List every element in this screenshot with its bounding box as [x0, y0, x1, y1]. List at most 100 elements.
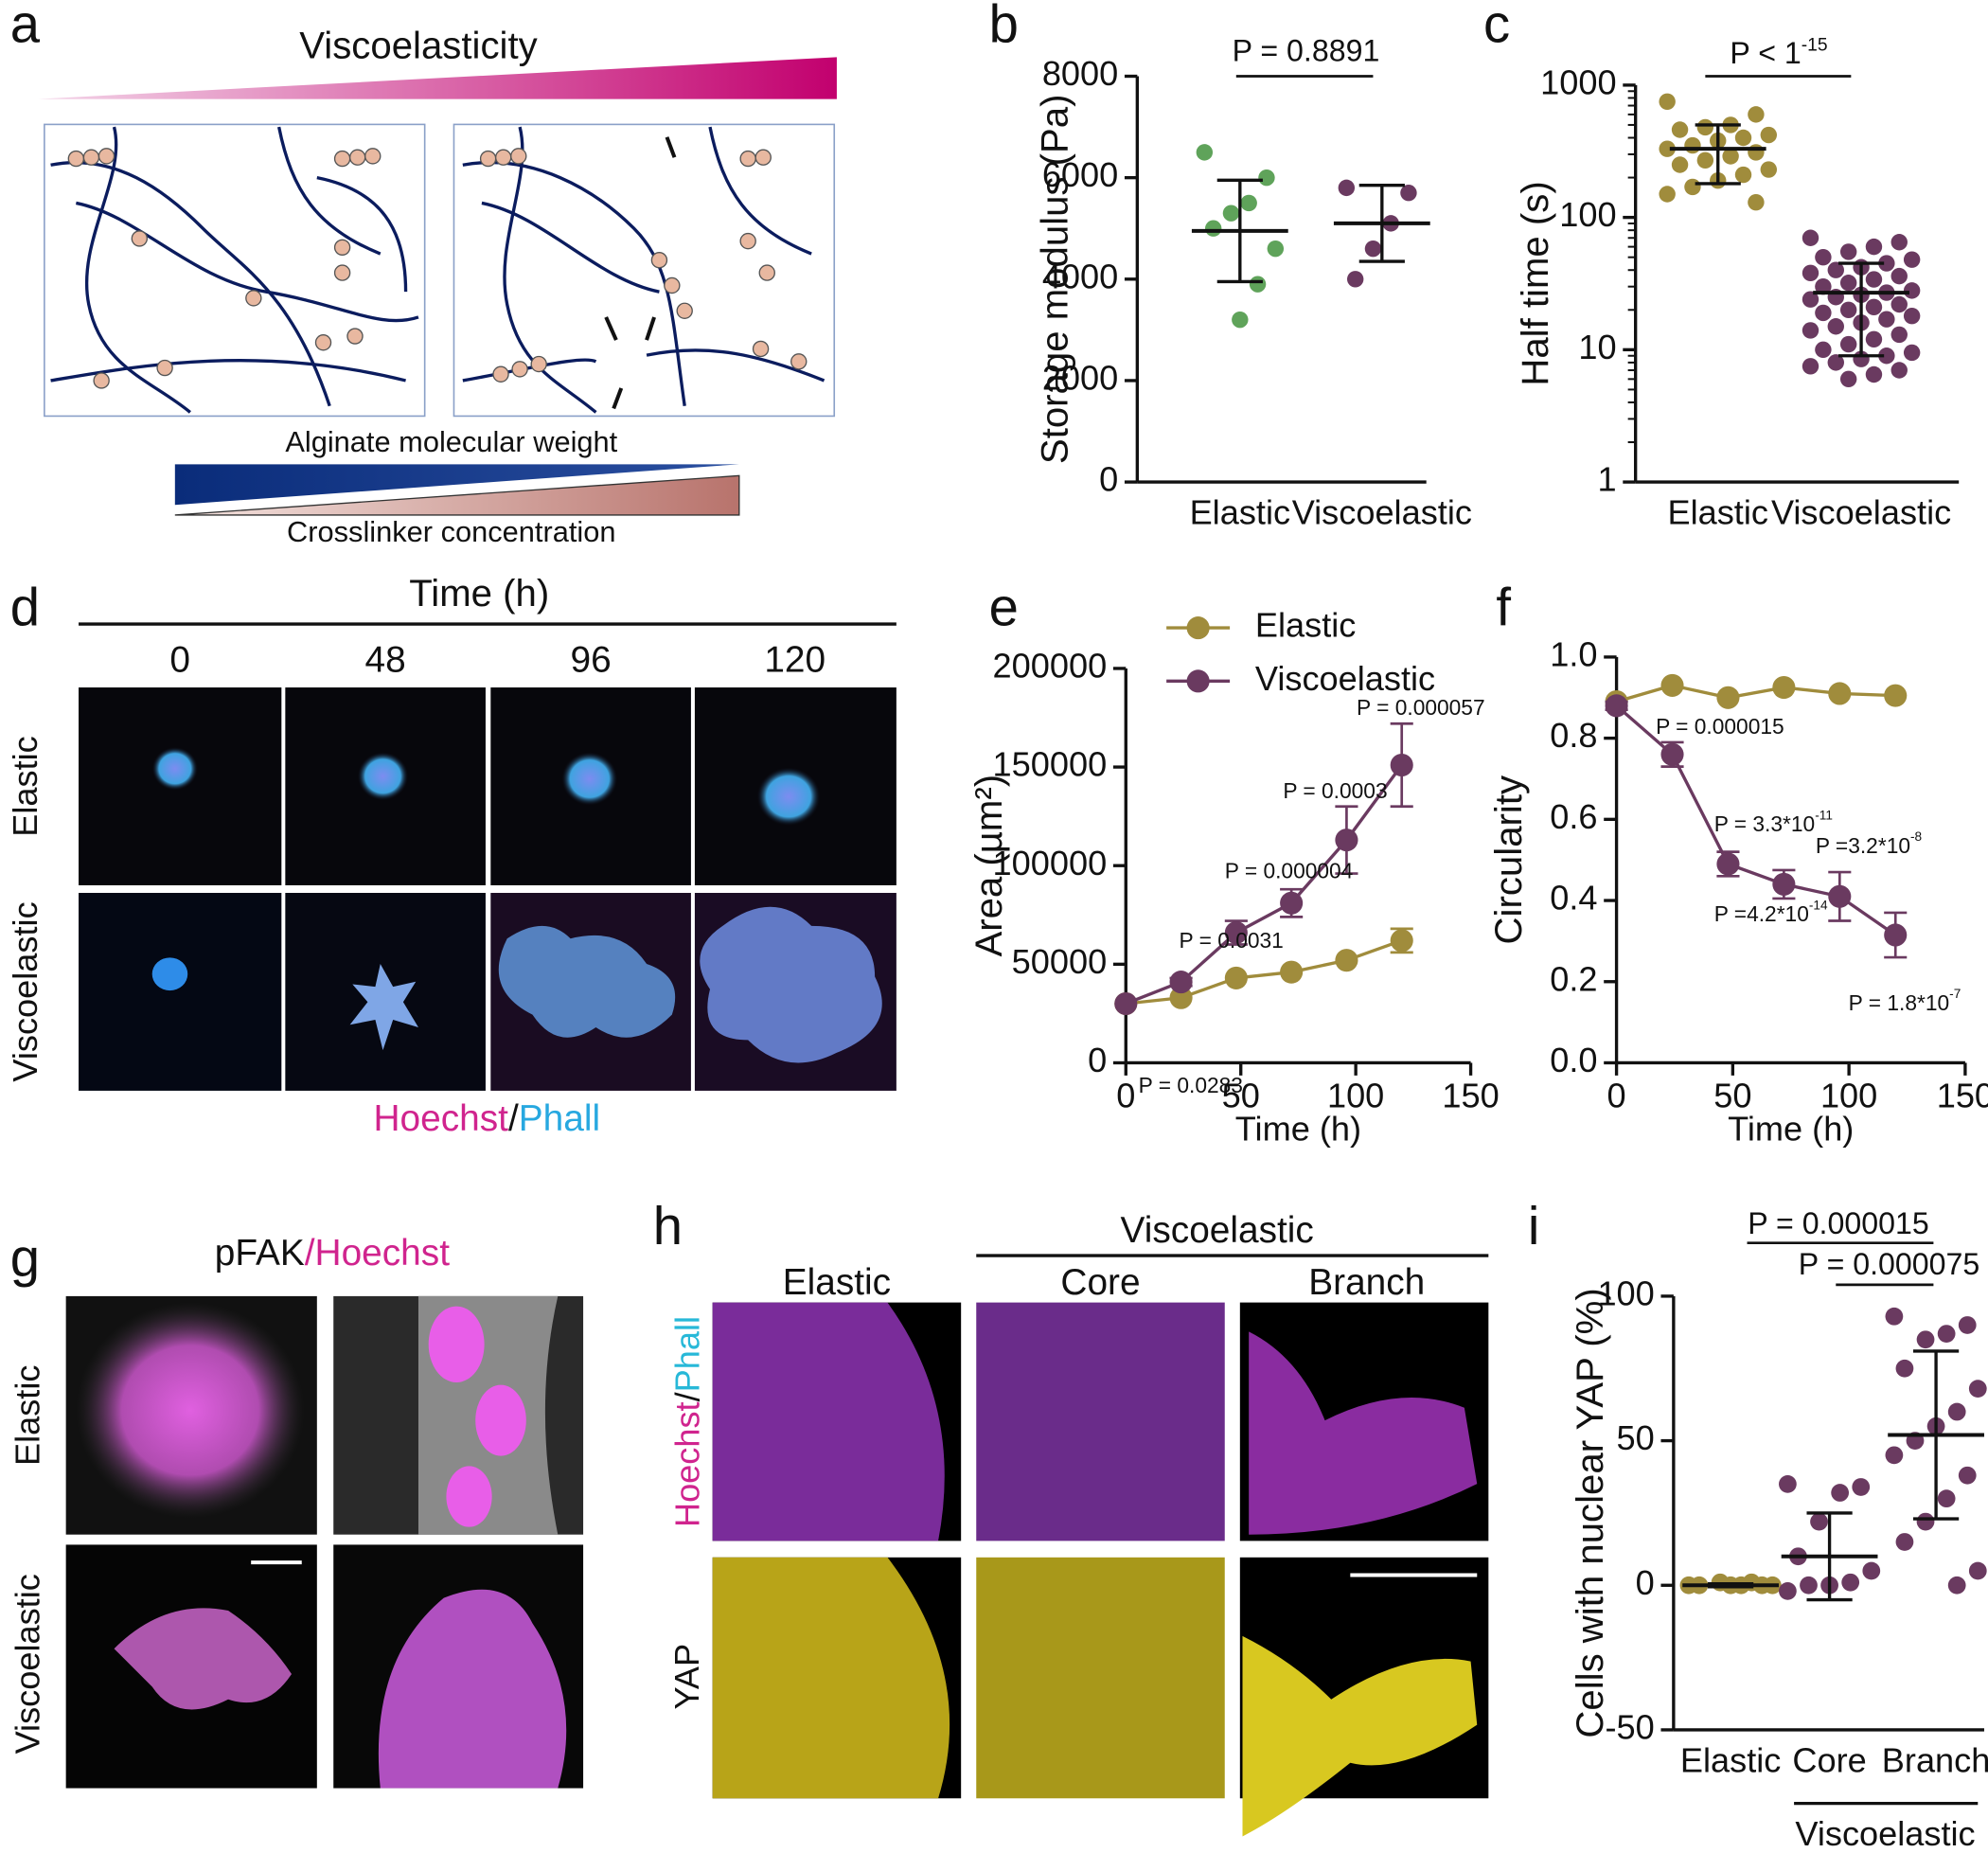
crosslink-beads	[67, 148, 808, 389]
data-point	[1890, 267, 1908, 285]
marker	[1390, 929, 1413, 953]
column-label: 96	[571, 640, 612, 681]
row-label: Hoechst/Phall	[667, 1316, 706, 1527]
annotation-text: P =4.2*10	[1714, 901, 1809, 926]
data-point	[1903, 344, 1921, 362]
data-point	[1968, 1561, 1987, 1580]
y-tick-label: 100000	[993, 844, 1108, 882]
y-tick-label: 4000	[1042, 257, 1118, 295]
data-point	[1684, 136, 1701, 154]
y-tick-label: 1000	[1540, 62, 1616, 101]
y-tick-label: 0.0	[1550, 1041, 1597, 1079]
column-label: 48	[365, 640, 406, 681]
annotation-text: P =3.2*10	[1816, 833, 1910, 858]
data-point	[1196, 144, 1214, 161]
panel-label: d	[10, 578, 40, 637]
y-tick-label: 2000	[1042, 358, 1118, 397]
x-tick-label: 100	[1327, 1077, 1384, 1115]
annotation: P = 0.000015	[1656, 714, 1784, 739]
data-point	[1878, 255, 1895, 272]
marker	[1390, 753, 1413, 777]
series-line	[1616, 684, 1896, 704]
marker	[1169, 986, 1193, 1009]
row-label: Viscoelastic	[6, 901, 44, 1081]
y-axis-title: Area (µm²)	[967, 775, 1010, 957]
data-point	[1760, 161, 1778, 178]
annotation: P = 0.0031	[1180, 928, 1284, 953]
panel-label: i	[1528, 1196, 1540, 1256]
marker	[1716, 686, 1740, 709]
stain-legend: Hoechst/Phall	[373, 1098, 600, 1139]
column-label: Branch	[1308, 1262, 1425, 1303]
panel-label: f	[1496, 578, 1511, 637]
annotation-text: P = 0.000004	[1225, 859, 1354, 883]
y-tick-label: 8000	[1042, 54, 1118, 93]
row-label: Viscoelastic	[9, 1574, 47, 1754]
stain-label: Phall	[519, 1098, 600, 1139]
stain-label: Hoechst	[667, 1401, 706, 1527]
panel-label: c	[1483, 0, 1510, 53]
y-tick-label: 50000	[1012, 942, 1108, 981]
marker	[1224, 920, 1248, 945]
micrographs	[712, 1302, 1489, 1837]
data-point	[1815, 341, 1832, 359]
y-tick-label: 0.2	[1550, 959, 1597, 998]
data-point	[1878, 311, 1895, 328]
data-point	[1852, 1478, 1871, 1496]
row-label: YAP	[667, 1644, 706, 1710]
x-axis-title: Time (h)	[1728, 1109, 1854, 1148]
annotation: P = 0.000075	[1799, 1248, 1979, 1282]
data-point	[1890, 234, 1908, 251]
data-point	[1734, 129, 1752, 147]
annotation: P = 0.8891	[1233, 34, 1380, 68]
stain-separator: /	[508, 1098, 519, 1139]
y-tick-label: 0.4	[1550, 879, 1597, 918]
annotation: P = 0.0283	[1139, 1073, 1243, 1097]
x-tick-label: 50	[1713, 1077, 1751, 1115]
x-tick-label: 50	[1222, 1077, 1260, 1115]
y-axis-title: Circularity	[1487, 775, 1530, 945]
data-point	[1222, 205, 1240, 222]
data-point	[1839, 243, 1857, 260]
data-point	[1802, 291, 1819, 308]
x-tick-label: Elastic	[1680, 1740, 1782, 1779]
data-point	[1338, 179, 1356, 197]
data-point	[1748, 144, 1765, 161]
x-tick-label: 0	[1607, 1077, 1626, 1115]
data-point	[1802, 229, 1819, 246]
group-label: Viscoelastic	[1795, 1814, 1975, 1853]
data-point	[1827, 354, 1844, 371]
x-tick-label: Viscoelastic	[1292, 492, 1472, 531]
data-point	[1684, 178, 1701, 196]
gradient-wedge	[38, 57, 837, 99]
data-point	[1346, 271, 1364, 288]
data-point	[1839, 370, 1857, 388]
stain-label: Phall	[667, 1316, 706, 1392]
data-point	[1865, 330, 1883, 347]
data-point	[1885, 1446, 1904, 1465]
stain-label: Hoechst	[373, 1098, 508, 1139]
data-point	[1240, 194, 1257, 212]
x-axis-title: Time (h)	[1235, 1109, 1361, 1148]
data-point	[1800, 1576, 1818, 1595]
data-point	[1895, 1533, 1914, 1551]
micrographs	[65, 1295, 584, 1789]
annotation-text: P = 0.0003	[1283, 778, 1387, 803]
marker	[1772, 872, 1796, 896]
data-point	[1890, 362, 1908, 379]
marker	[1280, 960, 1304, 984]
marker	[1280, 891, 1304, 915]
data-point	[1903, 307, 1921, 325]
column-label: 120	[764, 640, 825, 681]
annotation-text: P < 1	[1730, 37, 1801, 71]
data-point	[1659, 93, 1676, 111]
annotation-text: P = 0.0283	[1139, 1073, 1243, 1097]
data-point	[1267, 240, 1285, 258]
group-label: Viscoelastic	[1121, 1210, 1314, 1251]
data-point	[1937, 1489, 1956, 1508]
y-tick-label: -50	[1606, 1707, 1655, 1746]
marker	[1828, 682, 1852, 705]
data-point	[1760, 126, 1778, 144]
y-axis-title: Storage modulus (Pa)	[1034, 94, 1076, 464]
x-tick-label: 0	[1116, 1077, 1135, 1115]
